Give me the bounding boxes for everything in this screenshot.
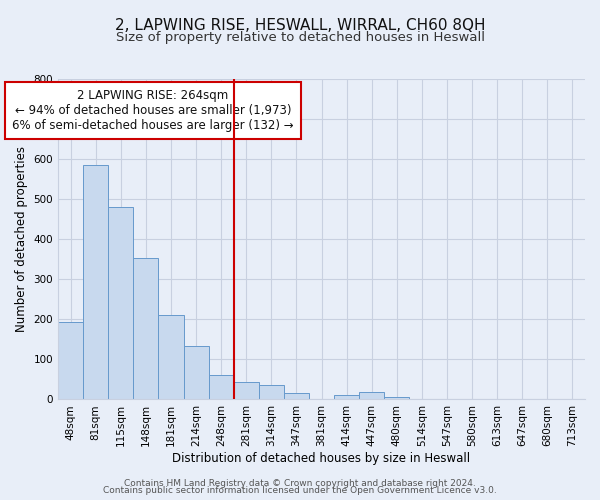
Bar <box>284 393 309 400</box>
Text: Contains HM Land Registry data © Crown copyright and database right 2024.: Contains HM Land Registry data © Crown c… <box>124 478 476 488</box>
X-axis label: Distribution of detached houses by size in Heswall: Distribution of detached houses by size … <box>172 452 470 465</box>
Text: Size of property relative to detached houses in Heswall: Size of property relative to detached ho… <box>115 31 485 44</box>
Bar <box>233 382 259 400</box>
Bar <box>209 374 233 400</box>
Text: 2 LAPWING RISE: 264sqm
← 94% of detached houses are smaller (1,973)
6% of semi-d: 2 LAPWING RISE: 264sqm ← 94% of detached… <box>12 88 294 132</box>
Bar <box>108 207 133 400</box>
Bar <box>384 398 409 400</box>
Bar <box>83 165 108 400</box>
Text: Contains public sector information licensed under the Open Government Licence v3: Contains public sector information licen… <box>103 486 497 495</box>
Bar <box>359 392 384 400</box>
Bar <box>184 346 209 400</box>
Bar <box>133 258 158 400</box>
Bar <box>259 384 284 400</box>
Y-axis label: Number of detached properties: Number of detached properties <box>15 146 28 332</box>
Bar <box>58 322 83 400</box>
Text: 2, LAPWING RISE, HESWALL, WIRRAL, CH60 8QH: 2, LAPWING RISE, HESWALL, WIRRAL, CH60 8… <box>115 18 485 32</box>
Bar <box>334 394 359 400</box>
Bar <box>158 314 184 400</box>
